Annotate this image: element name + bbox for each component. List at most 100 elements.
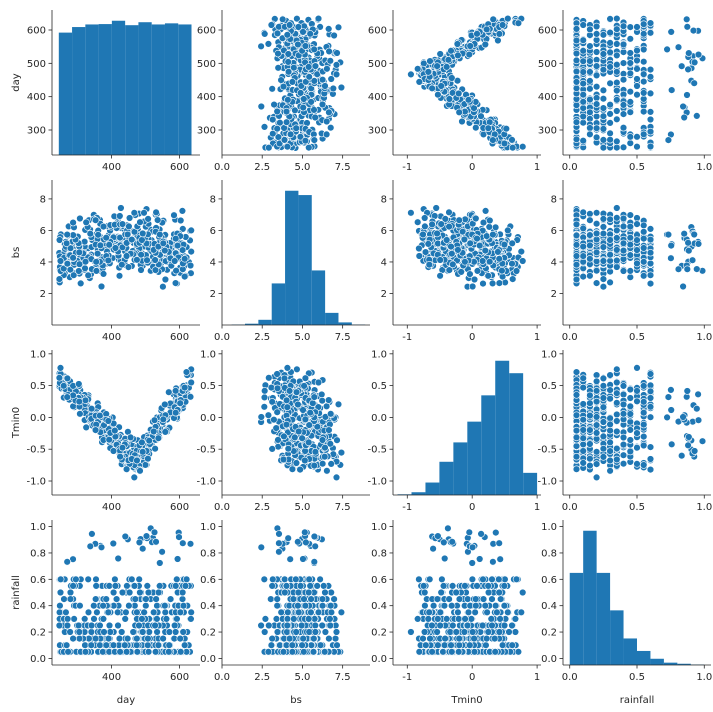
scatter-point <box>140 209 148 217</box>
scatter-point <box>579 36 587 44</box>
scatter-point <box>579 242 587 251</box>
scatter-point <box>123 582 131 590</box>
scatter-point <box>269 115 277 124</box>
scatter-point <box>154 434 163 442</box>
scatter-point <box>428 220 436 229</box>
scatter-point <box>646 115 655 124</box>
scatter-point <box>613 263 621 271</box>
panel-rainfall-vs-bs: 0.00.20.40.60.81.00.0 2.5 5.0 7.5 <box>200 520 370 683</box>
scatter-point <box>606 15 614 23</box>
scatter-point <box>619 22 628 30</box>
scatter-point <box>619 440 628 449</box>
scatter-point <box>436 50 444 58</box>
scatter-point <box>572 411 581 419</box>
scatter-point <box>118 261 126 269</box>
scatter-point <box>633 133 641 141</box>
scatter-point <box>74 621 83 630</box>
scatter-point <box>448 250 456 258</box>
hist-bar <box>285 190 299 325</box>
scatter-point <box>613 204 621 212</box>
scatter-point <box>187 247 195 256</box>
scatter-point <box>606 467 614 475</box>
hist-bar <box>481 395 496 495</box>
scatter-point <box>619 410 628 418</box>
scatter-point <box>599 275 608 283</box>
scatter-point <box>626 418 634 426</box>
hist-bar <box>453 442 468 495</box>
scatter-point <box>136 218 144 226</box>
scatter-point <box>599 125 608 133</box>
scatter-point <box>639 461 648 469</box>
scatter-point <box>639 409 648 417</box>
scatter-point <box>260 123 269 131</box>
scatter-point <box>599 215 608 223</box>
scatter-point <box>92 258 100 266</box>
scatter-point <box>121 641 129 649</box>
scatter-point <box>592 413 601 421</box>
scatter-point <box>613 389 621 397</box>
hist-bar <box>495 360 510 495</box>
scatter-point <box>290 63 298 72</box>
scatter-point <box>170 211 178 219</box>
scatter-point <box>619 239 628 248</box>
x-tick-label: 1.0 <box>696 162 712 173</box>
scatter-point <box>181 272 189 281</box>
scatter-point <box>142 595 150 603</box>
scatter-point <box>613 256 621 265</box>
scatter-point <box>677 62 686 70</box>
scatter-point <box>613 427 621 436</box>
x-tick-label: 2.5 <box>254 502 270 513</box>
scatter-point <box>613 25 621 33</box>
scatter-point <box>639 57 648 66</box>
y-tick-label: 8 <box>551 194 557 205</box>
scatter-point <box>599 257 608 265</box>
scatter-point <box>619 267 628 275</box>
x-tick-label: -1 <box>402 332 412 343</box>
scatter-point <box>586 399 594 407</box>
x-tick-label: 1 <box>534 332 540 343</box>
y-tick-label: 0.8 <box>30 548 46 559</box>
scatter-point <box>488 279 497 288</box>
scatter-point <box>310 393 318 401</box>
y-tick-label: 6 <box>210 226 216 237</box>
scatter-point <box>309 399 317 407</box>
scatter-point <box>282 107 291 116</box>
scatter-point <box>639 70 648 78</box>
scatter-point <box>171 257 179 265</box>
y-tick-label: 0.5 <box>200 381 216 392</box>
scatter-point <box>606 236 614 244</box>
scatter-point <box>322 130 331 139</box>
scatter-point <box>307 98 315 106</box>
hist-bar <box>85 24 99 156</box>
scatter-point <box>698 437 707 445</box>
scatter-point <box>66 588 75 597</box>
scatter-point <box>633 46 641 55</box>
scatter-point <box>102 234 110 242</box>
scatter-point <box>305 438 313 447</box>
scatter-point <box>599 453 608 461</box>
scatter-point <box>445 222 453 231</box>
scatter-point <box>592 257 601 265</box>
scatter-point <box>613 444 621 453</box>
scatter-point <box>579 137 587 145</box>
y-tick-label: 600 <box>27 26 46 37</box>
scatter-point <box>494 36 502 45</box>
y-tick-label: 6 <box>40 226 46 237</box>
scatter-point <box>56 588 65 597</box>
scatter-point <box>112 595 121 603</box>
x-tick-label: 0 <box>469 162 475 173</box>
scatter-point <box>633 429 641 437</box>
scatter-point <box>66 244 75 252</box>
hist-bar <box>411 492 426 495</box>
scatter-point <box>92 267 101 275</box>
scatter-point <box>606 215 614 224</box>
scatter-point <box>97 282 106 291</box>
x-tick-label: 5.0 <box>294 332 310 343</box>
scatter-point <box>694 416 703 424</box>
scatter-point <box>129 628 137 636</box>
scatter-point <box>592 229 601 238</box>
scatter-point <box>139 229 147 238</box>
y-tick-label: 2 <box>551 289 557 300</box>
